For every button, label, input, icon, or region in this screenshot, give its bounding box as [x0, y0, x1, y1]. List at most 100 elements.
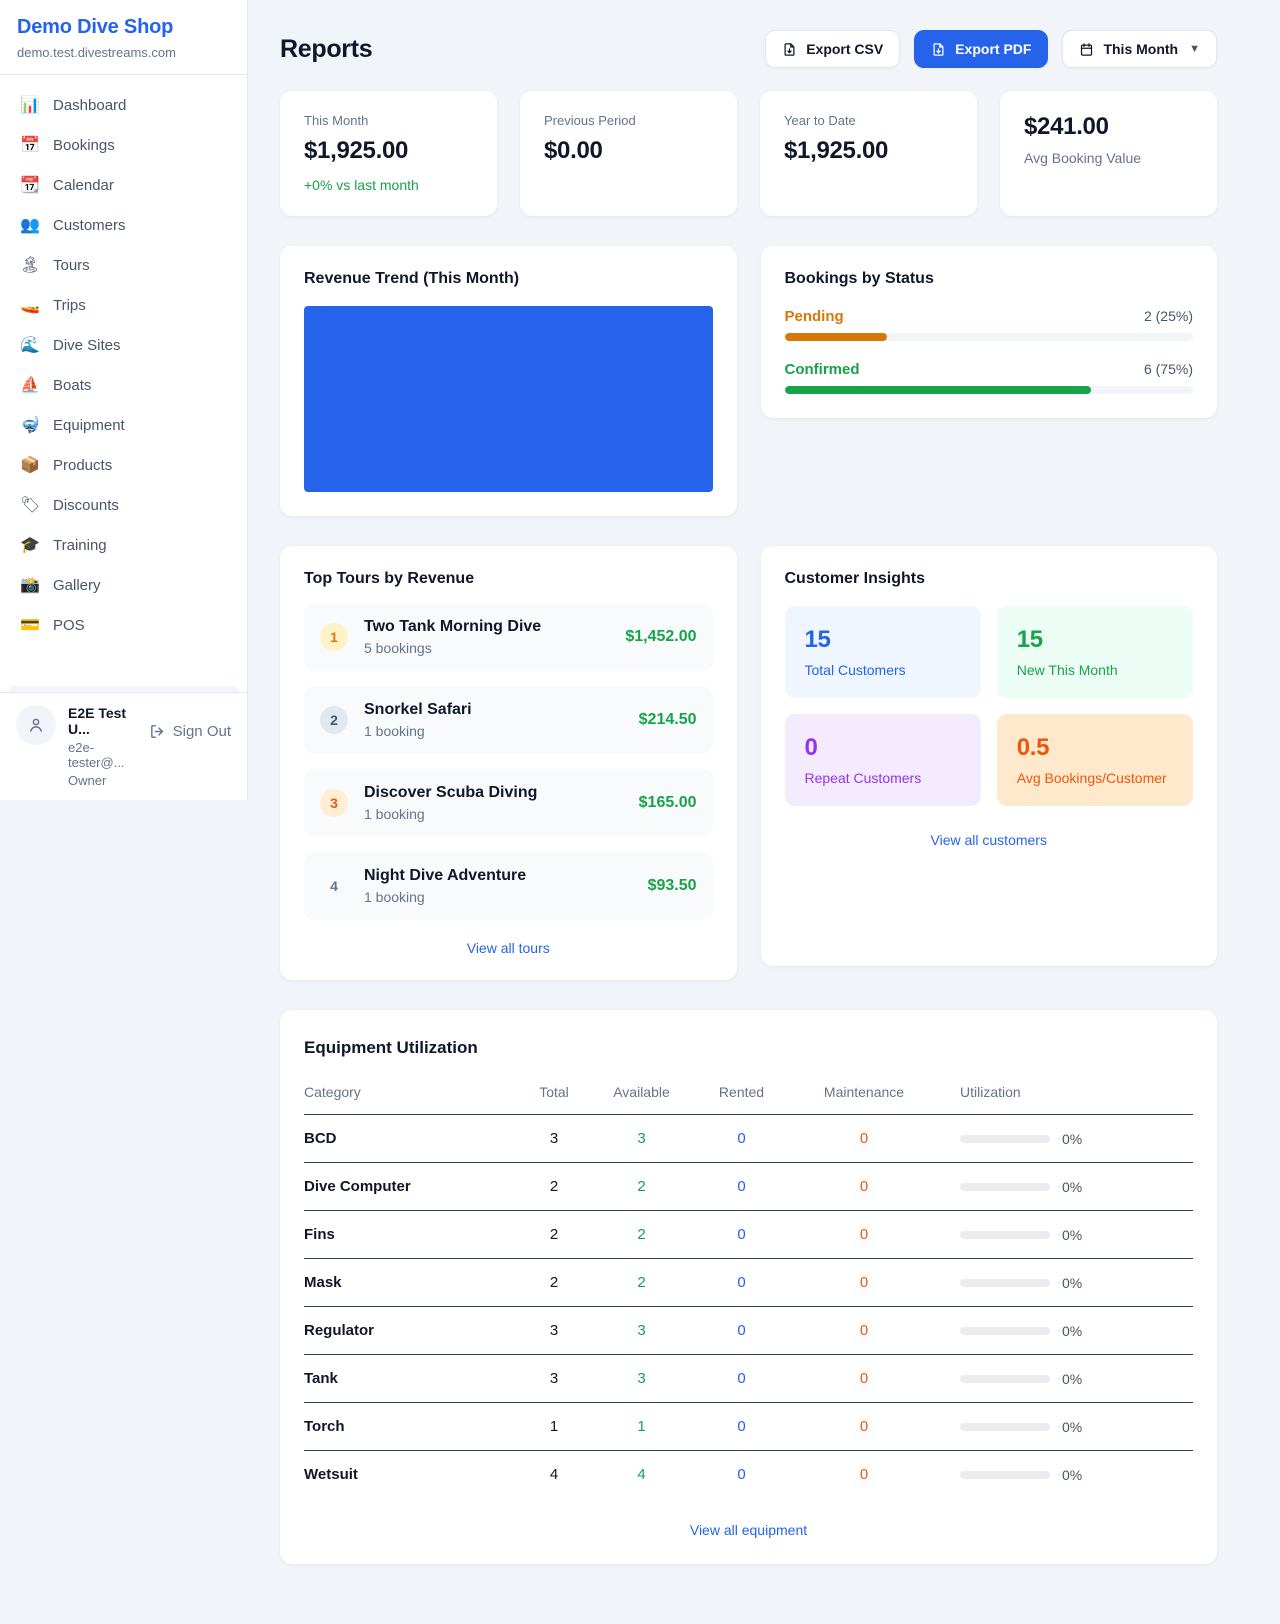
utilization-bar [960, 1326, 1050, 1335]
utilization-bar [960, 1182, 1050, 1191]
stat-label: This Month [304, 113, 369, 128]
sidebar-item-dive-sites[interactable]: 🌊 Dive Sites [8, 325, 239, 365]
status-progress-track [784, 333, 1193, 341]
sidebar-item-label: Boats [53, 376, 92, 394]
equipment-utilization: 0% [934, 1323, 1193, 1339]
equipment-utilization-title: Equipment Utilization [304, 1038, 478, 1057]
sidebar-item-gallery[interactable]: 📸 Gallery [8, 565, 239, 605]
tag-icon: 🏷 [20, 497, 41, 514]
column-header-utilization: Utilization [960, 1084, 1021, 1100]
utilization-bar [960, 1278, 1050, 1287]
sidebar-item-dashboard[interactable]: 📊 Dashboard [8, 85, 239, 125]
sidebar-item-calendar[interactable]: 📆 Calendar [8, 165, 239, 205]
tour-row: 2 Snorkel Safari 1 booking $214.50 [304, 686, 713, 754]
equipment-available: 3 [637, 1322, 646, 1339]
equipment-category: Mask [304, 1274, 342, 1291]
tour-revenue: $1,452.00 [625, 628, 697, 645]
sign-out-button[interactable]: Sign Out [149, 723, 231, 740]
sidebar: Demo Dive Shop demo.test.divestreams.com… [0, 0, 248, 800]
revenue-trend-title: Revenue Trend (This Month) [304, 270, 520, 287]
brand-name: Demo Dive Shop [17, 16, 174, 38]
equipment-available: 3 [637, 1370, 646, 1387]
equipment-rented: 0 [737, 1130, 746, 1147]
file-download-icon [933, 42, 944, 56]
insight-value: 0 [804, 734, 818, 761]
sidebar-item-customers[interactable]: 👥 Customers [8, 205, 239, 245]
tour-bookings-count: 5 bookings [364, 640, 432, 656]
equipment-rented: 0 [737, 1370, 746, 1387]
sidebar-item-training[interactable]: 🎓 Training [8, 525, 239, 565]
credit-card-icon: 💳 [20, 617, 40, 634]
table-row: Wetsuit 4 4 0 0 0% [304, 1451, 1193, 1498]
sidebar-item-bookings[interactable]: 📅 Bookings [8, 125, 239, 165]
insight-label: Avg Bookings/Customer [1016, 770, 1167, 786]
sidebar-item-pos[interactable]: 💳 POS [8, 605, 239, 645]
tour-row: 4 Night Dive Adventure 1 booking $93.50 [304, 852, 713, 920]
equipment-total: 2 [549, 1226, 559, 1243]
export-csv-button[interactable]: Export CSV [765, 30, 901, 68]
rank-badge: 4 [330, 878, 338, 894]
equipment-total: 3 [549, 1130, 559, 1147]
column-header-rented: Rented [718, 1084, 765, 1100]
export-pdf-button[interactable]: Export PDF [914, 30, 1049, 68]
sidebar-item-equipment[interactable]: 🤿 Equipment [8, 405, 239, 445]
user-role: Owner [68, 773, 107, 788]
sidebar-item-trips[interactable]: 🚤 Trips [8, 285, 239, 325]
period-dropdown[interactable]: This Month ▼ [1062, 30, 1217, 68]
user-email: e2e-tester@... [68, 740, 125, 770]
status-progress-fill [784, 386, 1091, 394]
equipment-total: 2 [549, 1178, 559, 1195]
stat-value: $1,925.00 [304, 137, 409, 164]
column-header-category: Category [304, 1084, 361, 1100]
header-actions: Export CSV Export PDF This Month ▼ [765, 30, 1217, 68]
utilization-bar [960, 1374, 1050, 1383]
revenue-trend-chart [304, 306, 713, 492]
equipment-available: 2 [637, 1226, 646, 1243]
sidebar-item-tours[interactable]: 🏝 Tours [8, 245, 239, 285]
sidebar-item-boats[interactable]: ⛵ Boats [8, 365, 239, 405]
equipment-maintenance: 0 [859, 1466, 869, 1483]
view-all-customers-link[interactable]: View all customers [930, 832, 1047, 848]
sidebar-item-discounts[interactable]: 🏷 Discounts [8, 485, 239, 525]
equipment-total: 4 [549, 1466, 559, 1483]
equipment-available: 2 [637, 1178, 646, 1195]
view-all-equipment-link[interactable]: View all equipment [689, 1522, 808, 1538]
tour-rows: 1 Two Tank Morning Dive 5 bookings $1,452.0… [304, 603, 713, 920]
utilization-bar [960, 1134, 1050, 1143]
equipment-rented: 0 [737, 1178, 746, 1195]
insight-label: Repeat Customers [804, 770, 922, 786]
sidebar-item-label: Discounts [53, 496, 119, 514]
equipment-available: 3 [637, 1130, 646, 1147]
stat-value: $241.00 [1024, 113, 1109, 140]
insight-label: Total Customers [804, 662, 906, 678]
utilization-percent: 0% [1062, 1178, 1083, 1195]
top-tours-card: Top Tours by Revenue 1 Two Tank Morning D… [280, 546, 737, 980]
calendar-icon: 📅 [20, 137, 40, 154]
export-csv-label: Export CSV [806, 41, 884, 57]
rank-badge: 1 [320, 623, 348, 651]
equipment-category: Fins [304, 1226, 335, 1243]
sidebar-item-reports-partial[interactable] [8, 686, 239, 692]
view-all-tours-link[interactable]: View all tours [466, 940, 550, 956]
insight-tile: 0 Repeat Customers [784, 714, 981, 806]
sidebar-item-products[interactable]: 📦 Products [8, 445, 239, 485]
stat-value: $1,925.00 [784, 137, 889, 164]
calendar-outline-icon [1081, 42, 1093, 56]
insight-tile: 15 Total Customers [784, 606, 981, 698]
equipment-total: 2 [549, 1274, 559, 1291]
utilization-bar [960, 1230, 1050, 1239]
equipment-maintenance: 0 [859, 1418, 869, 1435]
tearoff-calendar-icon: 📆 [20, 177, 40, 194]
equipment-total: 1 [549, 1418, 559, 1435]
tour-row: 1 Two Tank Morning Dive 5 bookings $1,452.0… [304, 603, 713, 671]
table-row: Mask 2 2 0 0 0% [304, 1259, 1193, 1307]
status-row-confirmed: Confirmed 6 (75%) [784, 361, 1193, 394]
equipment-rented: 0 [737, 1322, 746, 1339]
equipment-available: 4 [637, 1466, 646, 1483]
utilization-percent: 0% [1062, 1274, 1083, 1291]
revenue-trend-card: Revenue Trend (This Month) [280, 246, 737, 516]
equipment-rented: 0 [737, 1418, 746, 1435]
sidebar-item-label: Bookings [53, 136, 115, 154]
page-title: Reports [280, 34, 373, 63]
sidebar-item-label: Trips [53, 296, 86, 314]
